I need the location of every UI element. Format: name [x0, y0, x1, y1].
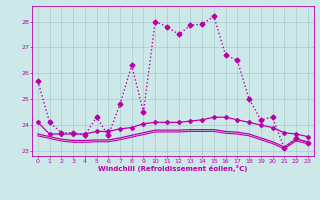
- X-axis label: Windchill (Refroidissement éolien,°C): Windchill (Refroidissement éolien,°C): [98, 165, 247, 172]
